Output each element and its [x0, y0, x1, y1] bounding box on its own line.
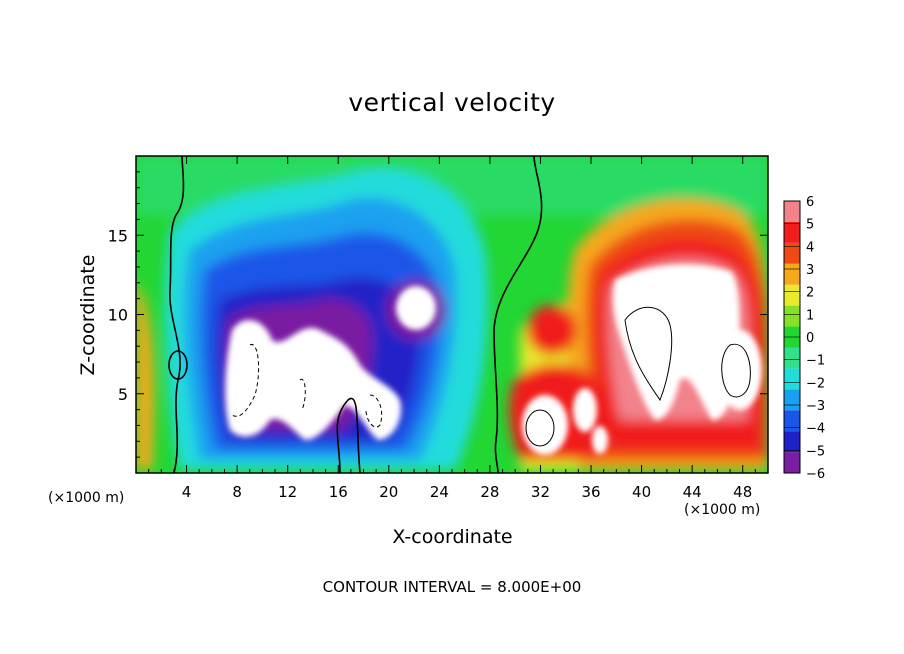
colorbar-swatch [784, 201, 800, 222]
colorbar-label: −2 [806, 376, 825, 391]
y-tick-label: 15 [108, 226, 128, 245]
colorbar-label: 6 [806, 195, 814, 210]
colorbar-swatch [784, 284, 800, 306]
contour-interval-label: CONTOUR INTERVAL = 8.000E+00 [322, 578, 582, 596]
negative-contours [231, 344, 383, 428]
y-tick-label: 10 [108, 306, 128, 325]
positive-contours [525, 306, 751, 447]
x-tick-label: 28 [480, 483, 499, 501]
colorbar-swatch [784, 389, 800, 411]
y-tick-label: 5 [118, 385, 128, 404]
colorbar-label: 3 [806, 263, 814, 278]
colorbar-swatch [784, 263, 800, 285]
x-tick-label: 20 [379, 483, 398, 501]
zero-contours [168, 156, 543, 473]
colorbar-swatch [784, 410, 800, 432]
colorbar-swatch [784, 368, 800, 390]
colorbar-label: −1 [806, 354, 825, 369]
chart-title: vertical velocity [348, 88, 556, 117]
colorbar-label: 5 [806, 218, 814, 233]
x-tick-label: 48 [733, 483, 752, 501]
colorbar-swatch [784, 305, 800, 327]
y-axis-label: Z-coordinate [77, 254, 99, 376]
colorbar-swatch [784, 431, 800, 453]
x-tick-label: 8 [232, 483, 242, 501]
x-tick-label: 4 [182, 483, 192, 501]
colorbar-swatch [784, 242, 800, 264]
colorbar: 6 5 4 3 2 1 0 −1 −2 −3 −4 −5 −6 [783, 195, 825, 482]
x-tick-label: 40 [632, 483, 651, 501]
x-unit-label-left: (×1000 m) [48, 490, 125, 506]
colorbar-swatch [784, 452, 800, 473]
x-unit-label-right: (×1000 m) [684, 502, 761, 518]
colorbar-label: −6 [806, 467, 825, 482]
colorbar-label: −3 [806, 399, 825, 414]
colorbar-label: 0 [806, 331, 814, 346]
colorbar-label: 1 [806, 308, 814, 323]
colorbar-swatch [784, 221, 800, 243]
colorbar-label: −5 [806, 444, 825, 459]
x-tick-label: 16 [329, 483, 348, 501]
updraft-core [613, 264, 740, 420]
colorbar-label: 2 [806, 286, 814, 301]
x-tick-label: 24 [430, 483, 449, 501]
colorbar-label: −4 [806, 422, 825, 437]
colorbar-label: 4 [806, 240, 814, 255]
x-tick-label: 32 [531, 483, 550, 501]
x-tick-label: 12 [278, 483, 297, 501]
colorbar-swatch [784, 347, 800, 369]
x-axis-label: X-coordinate [392, 526, 513, 548]
heatmap-field [136, 156, 768, 473]
x-tick-label: 44 [683, 483, 702, 501]
x-tick-label: 36 [581, 483, 600, 501]
